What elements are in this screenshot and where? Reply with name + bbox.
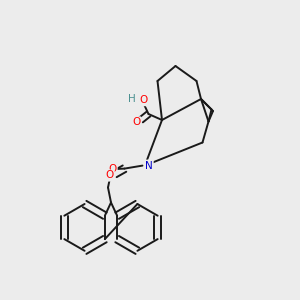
Text: N: N [145, 160, 153, 171]
Text: O: O [108, 164, 117, 174]
Text: O: O [139, 95, 148, 105]
Text: H: H [128, 94, 136, 104]
Text: O: O [105, 170, 114, 181]
Text: O: O [132, 117, 140, 128]
